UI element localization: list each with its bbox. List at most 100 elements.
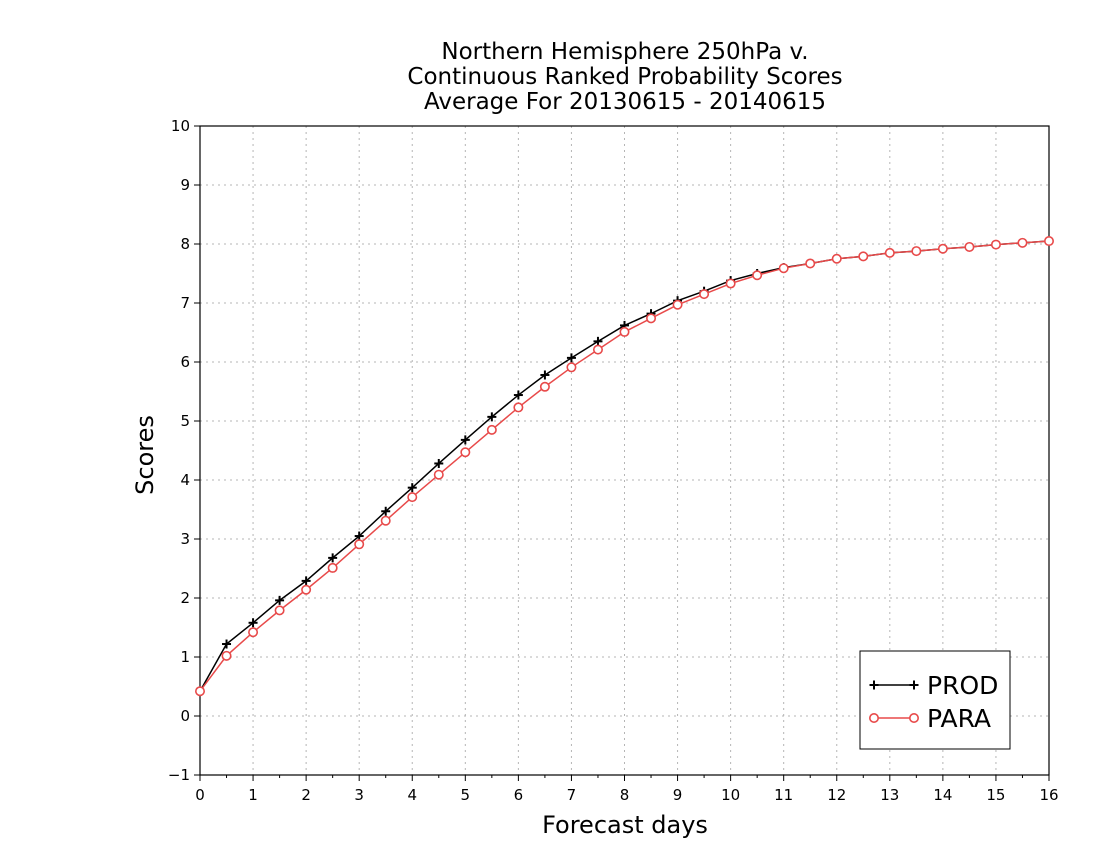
data-point-prod [487,412,497,422]
y-tick-label: 10 [171,117,190,135]
data-point-para [221,650,232,661]
series-prod [195,236,1054,696]
data-point-prod [434,458,444,468]
legend-label: PARA [927,704,991,733]
legend-entry-para: PARA [868,704,991,733]
legend-marker [908,712,919,723]
data-point-para [486,424,497,435]
y-tick-label: 4 [180,471,190,489]
legend-marker [869,680,879,690]
x-tick-label: 11 [774,786,793,804]
data-point-para [990,239,1001,250]
data-point-para [725,278,736,289]
data-point-prod [513,390,523,400]
series-line-para [199,240,1050,692]
data-point-prod [460,435,470,445]
data-point-para [380,515,391,526]
legend-label: PROD [927,671,998,700]
x-tick-label: 3 [354,786,364,804]
data-point-prod [381,506,391,516]
legend: PROD PARA [859,650,1011,750]
x-tick-label: 6 [514,786,524,804]
y-tick-label: 8 [180,235,190,253]
x-tick-label: 10 [721,786,740,804]
chart-title-line-3: Average For 20130615 - 20140615 [424,89,826,115]
legend-box [859,650,1011,750]
data-point-para [354,539,365,550]
x-tick-label: 1 [248,786,258,804]
chart-title-line-1: Northern Hemisphere 250hPa v. [441,39,808,65]
legend-items: PROD PARA [868,671,998,733]
data-point-para [619,326,630,337]
legend-marker [909,680,919,690]
data-point-para [592,344,603,355]
y-tick-label: 6 [180,353,190,371]
data-point-para [539,381,550,392]
x-tick-label: 15 [986,786,1005,804]
data-point-prod [540,370,550,380]
series-para [195,236,1055,697]
x-tick-label: 2 [301,786,311,804]
y-tick-label: 2 [180,589,190,607]
data-point-para [274,605,285,616]
x-tick-label: 7 [567,786,577,804]
data-point-para [964,241,975,252]
legend-entry-prod: PROD [869,671,998,700]
legend-marker [868,712,879,723]
x-tick-label: 16 [1039,786,1058,804]
data-point-para [1017,237,1028,248]
data-point-para [248,627,259,638]
y-tick-label: −1 [168,766,190,784]
y-tick-label: 3 [180,530,190,548]
data-point-para [301,584,312,595]
data-point-para [327,562,338,573]
data-point-prod [275,595,285,605]
x-tick-label: 4 [407,786,417,804]
data-point-para [858,251,869,262]
data-point-para [752,270,763,281]
data-point-para [672,299,683,310]
data-point-para [911,246,922,257]
data-point-para [699,289,710,300]
data-point-prod [407,483,417,493]
x-tick-label: 0 [195,786,205,804]
x-axis-label: Forecast days [542,811,708,839]
data-point-para [831,253,842,264]
y-tick-label: 7 [180,294,190,312]
data-point-para [937,243,948,254]
data-point-prod [593,336,603,346]
data-point-para [778,263,789,274]
x-tick-label: 13 [880,786,899,804]
y-axis-label: Scores [131,415,159,495]
data-point-para [884,247,895,258]
data-point-prod [328,553,338,563]
x-tick-label: 5 [461,786,471,804]
y-tick-label: 9 [180,176,190,194]
x-tick-label: 8 [620,786,630,804]
data-point-para [1044,236,1055,247]
data-point-para [646,313,657,324]
data-point-para [805,258,816,269]
x-tick-label: 14 [933,786,952,804]
data-point-para [433,469,444,480]
x-tick-label: 9 [673,786,683,804]
series-line-prod [199,240,1050,692]
data-point-para [195,686,206,697]
x-tick-label: 12 [827,786,846,804]
data-point-para [407,492,418,503]
data-point-para [513,402,524,413]
data-point-prod [248,618,258,628]
data-series [195,236,1055,697]
data-point-para [460,447,471,458]
data-point-prod [566,353,576,363]
data-point-para [566,362,577,373]
y-tick-label: 0 [180,707,190,725]
data-point-prod [222,639,232,649]
data-point-prod [301,576,311,586]
data-point-prod [354,531,364,541]
y-tick-label: 1 [180,648,190,666]
y-tick-label: 5 [180,412,190,430]
chart-title-line-2: Continuous Ranked Probability Scores [407,64,842,90]
